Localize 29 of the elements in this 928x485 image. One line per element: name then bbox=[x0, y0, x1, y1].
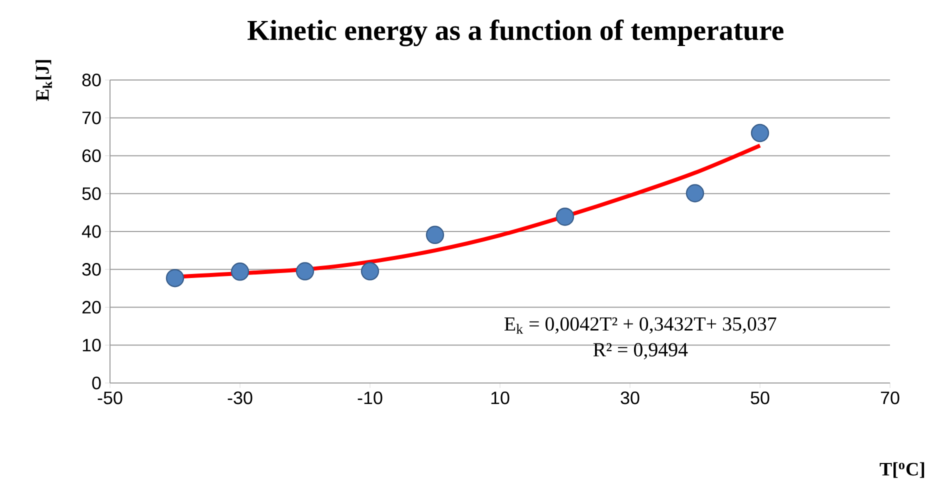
point bbox=[686, 184, 704, 202]
point bbox=[750, 124, 770, 142]
point bbox=[556, 208, 574, 226]
x-tick-label: 30 bbox=[620, 392, 640, 404]
x-tick-label: 50 bbox=[750, 392, 770, 404]
annotation: R² = 0,9494 bbox=[593, 343, 688, 360]
x-tick-label: 10 bbox=[491, 392, 510, 404]
y-tick-label: 20 bbox=[82, 300, 101, 314]
point bbox=[166, 268, 184, 288]
y-tick-label: 0 bbox=[92, 376, 101, 390]
x-tick-label: -50 bbox=[98, 392, 122, 404]
point bbox=[426, 226, 444, 244]
annotation: E$_{k}$ = 0,0042T² + 0,3432T+ 35,037 bbox=[504, 317, 776, 334]
y-tick-label: 80 bbox=[82, 74, 101, 86]
y-tick-label: 70 bbox=[82, 112, 101, 124]
x-tick-label: -10 bbox=[358, 392, 382, 404]
x-tick-label: -30 bbox=[228, 392, 252, 404]
y-tick-label: 50 bbox=[82, 187, 101, 200]
x-axis-title: T[$^{o}$C] bbox=[880, 462, 924, 478]
point bbox=[360, 262, 380, 280]
y-tick-label: 40 bbox=[82, 225, 101, 238]
chart-title: Kinetic energy as a function of temperature bbox=[248, 20, 784, 46]
x-tick-label: 70 bbox=[880, 392, 900, 404]
y-tick-label: 60 bbox=[82, 149, 101, 162]
point bbox=[230, 262, 250, 281]
point bbox=[296, 262, 314, 280]
y-axis-title: E$_{k}$[J] bbox=[36, 60, 52, 101]
y-tick-label: 30 bbox=[82, 263, 101, 276]
y-tick-label: 10 bbox=[82, 338, 101, 352]
